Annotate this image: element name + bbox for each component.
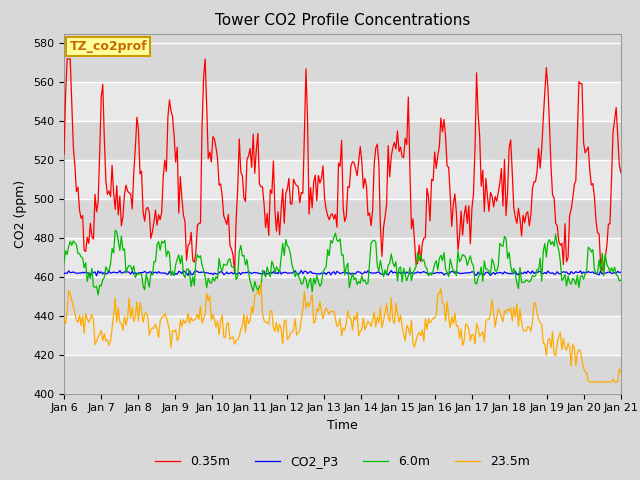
23.5m	[244, 321, 252, 326]
Line: 0.35m: 0.35m	[64, 59, 621, 273]
0.35m	[617, 169, 625, 175]
6.0m	[617, 277, 625, 283]
CO2_P3	[589, 269, 596, 275]
6.0m	[229, 264, 237, 270]
6.0m	[131, 275, 139, 280]
0.35m	[248, 165, 255, 170]
23.5m	[589, 379, 596, 385]
23.5m	[586, 379, 594, 385]
CO2_P3	[617, 269, 625, 275]
Line: 6.0m: 6.0m	[64, 230, 621, 295]
0.35m	[589, 180, 596, 186]
23.5m	[226, 336, 234, 342]
6.0m	[589, 247, 596, 252]
23.5m	[60, 315, 68, 321]
6.0m	[248, 284, 255, 290]
Bar	[64, 43, 621, 82]
23.5m	[617, 370, 625, 375]
23.5m	[129, 305, 136, 311]
0.35m	[228, 246, 236, 252]
23.5m	[257, 280, 265, 286]
Bar	[64, 355, 621, 394]
CO2_P3	[298, 267, 305, 273]
CO2_P3	[307, 268, 314, 274]
23.5m	[254, 288, 262, 294]
CO2_P3	[93, 273, 100, 279]
CO2_P3	[255, 271, 263, 276]
0.35m	[130, 169, 138, 175]
Bar	[64, 82, 621, 121]
Title: Tower CO2 Profile Concentrations: Tower CO2 Profile Concentrations	[214, 13, 470, 28]
CO2_P3	[228, 270, 236, 276]
0.35m	[307, 185, 314, 191]
0.35m	[231, 270, 239, 276]
Bar	[64, 316, 621, 355]
Bar	[64, 160, 621, 199]
6.0m	[111, 228, 119, 233]
23.5m	[305, 303, 313, 309]
Bar	[64, 238, 621, 277]
6.0m	[257, 285, 265, 290]
0.35m	[257, 184, 265, 190]
0.35m	[63, 56, 71, 62]
Line: CO2_P3: CO2_P3	[64, 270, 621, 276]
Bar	[64, 277, 621, 316]
Y-axis label: CO2 (ppm): CO2 (ppm)	[15, 180, 28, 248]
Legend: 0.35m, CO2_P3, 6.0m, 23.5m: 0.35m, CO2_P3, 6.0m, 23.5m	[150, 450, 535, 473]
Text: TZ_co2prof: TZ_co2prof	[70, 40, 147, 53]
6.0m	[307, 275, 314, 281]
CO2_P3	[246, 270, 254, 276]
Line: 23.5m: 23.5m	[64, 283, 621, 382]
6.0m	[60, 260, 68, 266]
6.0m	[94, 292, 102, 298]
X-axis label: Time: Time	[327, 419, 358, 432]
Bar	[64, 121, 621, 160]
CO2_P3	[130, 271, 138, 277]
0.35m	[60, 152, 68, 157]
Bar	[64, 199, 621, 238]
CO2_P3	[60, 270, 68, 276]
